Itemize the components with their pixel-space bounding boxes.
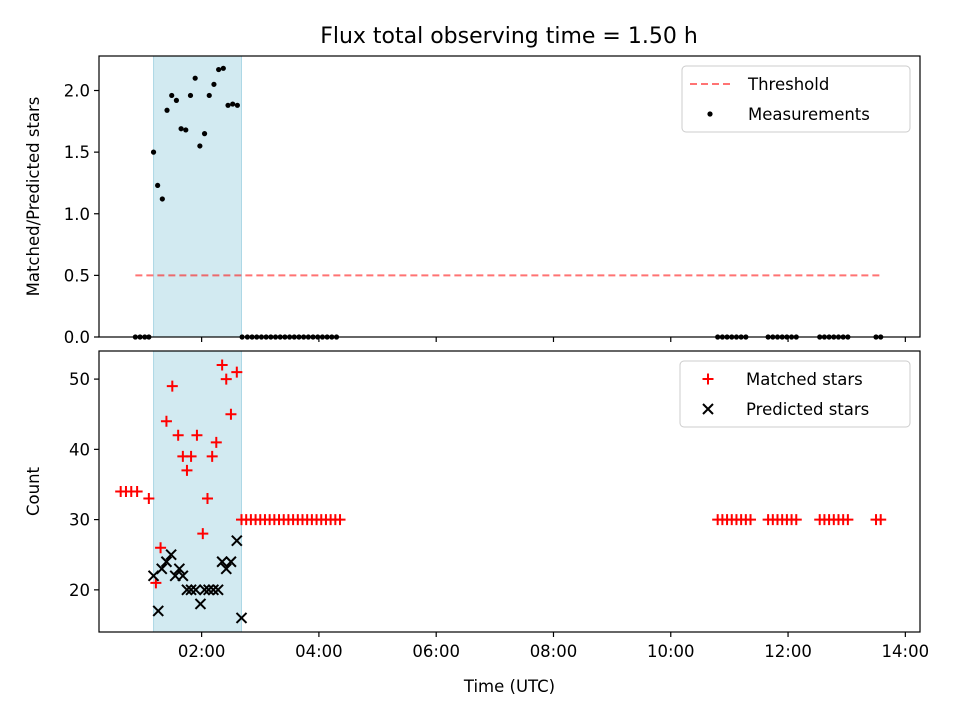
predicted-star-point bbox=[212, 584, 224, 596]
top-ytick-label: 0.0 bbox=[64, 328, 90, 347]
top-ytick-label: 0.5 bbox=[64, 266, 90, 285]
top-ytick-label: 1.5 bbox=[64, 143, 90, 162]
matched-star-point bbox=[155, 542, 167, 554]
matched-star-point bbox=[790, 514, 802, 526]
predicted-star-point bbox=[216, 556, 228, 568]
measurement-point bbox=[150, 149, 157, 155]
predicted-star-point bbox=[198, 584, 211, 596]
legend-predicted-marker bbox=[702, 403, 714, 415]
matched-star-point bbox=[225, 408, 237, 420]
predicted-star-point bbox=[177, 570, 189, 582]
xtick-label: 14:00 bbox=[882, 642, 930, 661]
matched-star-point bbox=[231, 366, 243, 378]
predicted-star-point bbox=[194, 598, 207, 610]
matched-star-point bbox=[210, 436, 222, 448]
matched-star-point bbox=[201, 493, 213, 505]
top-panel: 0.0 0.5 1.0 1.5 2.0 Matched/Predicted stars Th… bbox=[24, 55, 921, 347]
predicted-star-point bbox=[220, 563, 232, 575]
predicted-star-point bbox=[231, 534, 243, 547]
predicted-star-point bbox=[190, 584, 202, 596]
matched-star-point bbox=[172, 429, 184, 441]
measurement-point bbox=[164, 107, 170, 113]
predicted-star-point bbox=[202, 584, 215, 596]
matched-star-point bbox=[131, 486, 143, 497]
predicted-star-point bbox=[160, 556, 173, 568]
matched-star-point bbox=[185, 450, 197, 462]
measurement-point bbox=[155, 182, 161, 189]
top-highlight-span bbox=[153, 55, 243, 338]
measurement-point bbox=[230, 101, 236, 107]
legend-label: Matched stars bbox=[746, 370, 863, 389]
matched-star-point bbox=[875, 514, 887, 526]
matched-star-point bbox=[160, 415, 172, 427]
chart-title: Flux total observing time = 1.50 h bbox=[320, 24, 698, 49]
measurement-point bbox=[173, 97, 180, 103]
measurement-point bbox=[187, 92, 194, 99]
measurement-point bbox=[201, 131, 208, 137]
measurement-point bbox=[234, 102, 240, 108]
xlabel: Time (UTC) bbox=[463, 677, 555, 696]
measurement-point bbox=[206, 92, 212, 99]
predicted-star-point bbox=[173, 563, 186, 575]
top-ylabel: Matched/Predicted stars bbox=[24, 97, 43, 297]
legend-label: Predicted stars bbox=[746, 400, 869, 419]
xtick-label: 02:00 bbox=[178, 642, 226, 661]
xtick-label: 12:00 bbox=[764, 642, 812, 661]
bottom-ytick-label: 50 bbox=[69, 370, 90, 389]
bottom-ytick-label: 20 bbox=[69, 581, 90, 600]
xtick-label: 10:00 bbox=[647, 642, 695, 661]
measurement-point bbox=[197, 143, 203, 149]
predicted-star-point bbox=[225, 556, 237, 568]
matched-star-point bbox=[181, 464, 193, 476]
legend-matched-marker bbox=[702, 373, 714, 385]
top-legend-box bbox=[681, 65, 911, 133]
xtick-label: 04:00 bbox=[295, 642, 343, 661]
matched-star-point bbox=[216, 359, 228, 371]
bottom-panel: 20 30 40 50 02:00 04:00 06:00 08:00 10:00 12:00 14… bbox=[24, 350, 930, 696]
matched-star-point bbox=[745, 514, 757, 526]
matched-star-point bbox=[166, 380, 178, 392]
predicted-star-point bbox=[165, 549, 177, 561]
measurement-point bbox=[169, 92, 175, 99]
bottom-legend-box bbox=[679, 360, 911, 428]
bottom-ytick-label: 30 bbox=[69, 511, 90, 530]
predicted-star-point bbox=[235, 612, 248, 624]
matched-star-point bbox=[191, 429, 203, 441]
measurement-point bbox=[211, 81, 217, 87]
legend-measurement-marker bbox=[707, 111, 713, 117]
matched-star-point bbox=[206, 450, 218, 462]
bottom-ytick-label: 40 bbox=[69, 440, 90, 459]
legend-label: Measurements bbox=[748, 105, 870, 124]
measurement-point bbox=[183, 127, 189, 133]
bottom-highlight-span bbox=[153, 350, 243, 633]
predicted-star-point bbox=[185, 584, 197, 596]
bottom-ylabel: Count bbox=[24, 466, 43, 516]
measurement-point bbox=[220, 65, 226, 71]
predicted-star-point bbox=[181, 584, 193, 596]
measurement-point bbox=[216, 66, 222, 73]
measurement-point bbox=[178, 126, 184, 132]
predicted-star-point bbox=[152, 605, 164, 617]
predicted-star-point bbox=[207, 584, 220, 596]
predicted-star-point bbox=[156, 563, 168, 575]
matched-star-point bbox=[197, 528, 209, 540]
matched-star-point bbox=[334, 514, 346, 526]
bottom-axes-frame bbox=[98, 350, 921, 633]
top-axes-frame bbox=[98, 55, 921, 338]
matched-star-point bbox=[143, 493, 155, 505]
measurement-point bbox=[192, 75, 198, 81]
matched-star-point bbox=[842, 514, 854, 526]
measurement-point bbox=[159, 196, 165, 202]
legend-label: Threshold bbox=[747, 75, 829, 94]
matched-star-point bbox=[220, 373, 232, 385]
xtick-label: 06:00 bbox=[412, 642, 460, 661]
top-ytick-label: 1.0 bbox=[64, 205, 90, 224]
measurement-point bbox=[225, 102, 231, 108]
top-ytick-label: 2.0 bbox=[64, 82, 90, 101]
xtick-label: 08:00 bbox=[530, 642, 578, 661]
